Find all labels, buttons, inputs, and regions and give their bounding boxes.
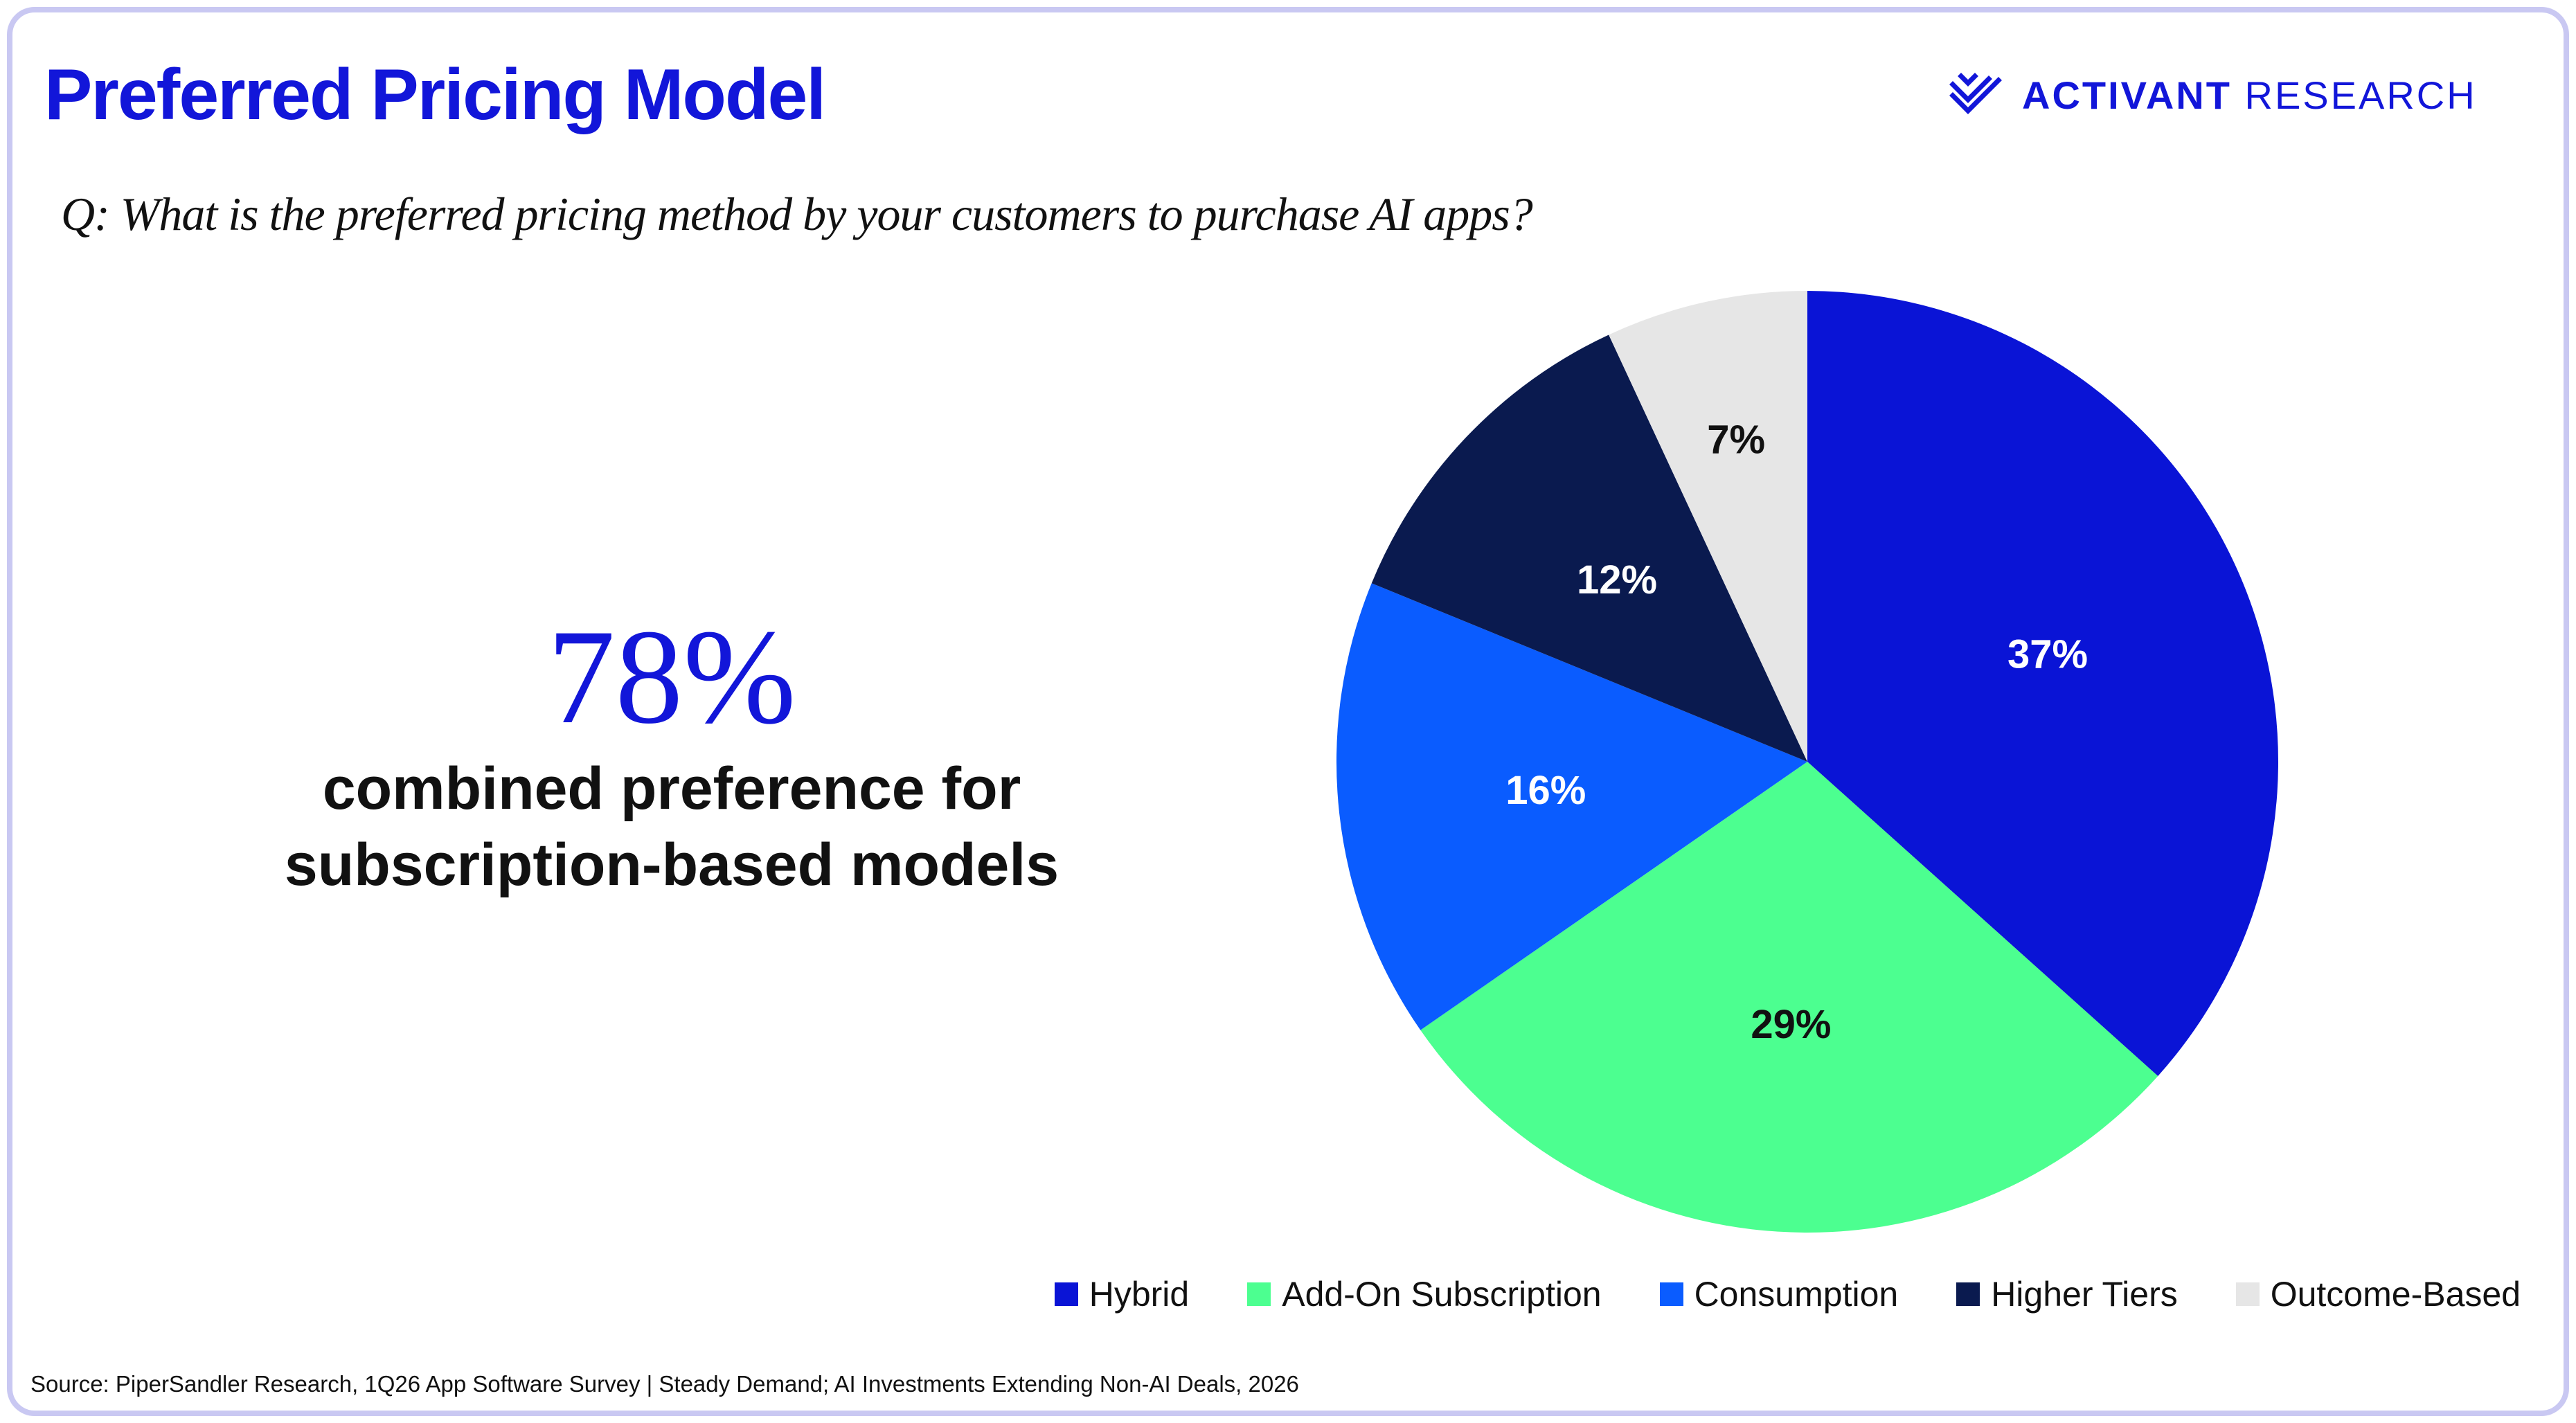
activant-chevrons-icon <box>1949 73 2002 114</box>
pie-data-label-higher-tiers: 12% <box>1577 557 1657 602</box>
legend-item-higher-tiers: Higher Tiers <box>1956 1274 2178 1314</box>
legend-swatch <box>1054 1282 1078 1306</box>
highlight-caption-line-2: subscription-based models <box>284 832 1059 899</box>
legend-item-outcome-based: Outcome-Based <box>2235 1274 2521 1314</box>
highlight-stat-caption: combined preference for subscription-bas… <box>229 751 1115 903</box>
legend-item-add-on-subscription: Add-On Subscription <box>1247 1274 1602 1314</box>
legend-label: Consumption <box>1694 1275 1899 1314</box>
source-note: Source: PiperSandler Research, 1Q26 App … <box>30 1371 1299 1397</box>
legend-swatch <box>1247 1282 1271 1306</box>
pie-slice-consumption <box>1336 583 1807 1030</box>
legend-label: Hybrid <box>1089 1275 1190 1314</box>
legend-swatch <box>1956 1282 1980 1306</box>
legend-swatch <box>2235 1282 2260 1306</box>
pie-data-label-add-on-subscription: 29% <box>1751 1002 1831 1047</box>
survey-question: Q: What is the preferred pricing method … <box>61 188 1533 240</box>
pie-slice-outcome-based <box>1609 291 1807 762</box>
logo-wordmark-bold: ACTIVANT <box>2022 73 2232 117</box>
logo-wordmark: ACTIVANT RESEARCH <box>2022 73 2477 118</box>
pie-data-label-consumption: 16% <box>1505 768 1586 813</box>
pie-slice-hybrid <box>1807 291 2278 1076</box>
legend-swatch <box>1659 1282 1683 1306</box>
chart-legend: Hybrid Add-On Subscription Consumption High… <box>1053 1274 2521 1314</box>
pie-data-label-hybrid: 37% <box>2007 632 2088 677</box>
logo-wordmark-light: RESEARCH <box>2244 73 2477 117</box>
page-title: Preferred Pricing Model <box>44 55 826 135</box>
activant-logo: ACTIVANT RESEARCH <box>1947 68 2477 122</box>
legend-label: Higher Tiers <box>1991 1275 2178 1314</box>
legend-label: Add-On Subscription <box>1282 1275 1602 1314</box>
highlight-stat: 78% combined preference for subscription… <box>229 609 1115 903</box>
highlight-stat-value: 78% <box>547 602 796 752</box>
pie-slice-higher-tiers <box>1371 334 1807 762</box>
pie-slice-add-on-subscription <box>1420 762 2158 1233</box>
legend-item-hybrid: Hybrid <box>1054 1274 1190 1314</box>
legend-item-consumption: Consumption <box>1659 1274 1899 1314</box>
highlight-caption-line-1: combined preference for <box>322 755 1021 822</box>
pie-data-label-outcome-based: 7% <box>1707 418 1765 463</box>
legend-label: Outcome-Based <box>2270 1275 2521 1314</box>
